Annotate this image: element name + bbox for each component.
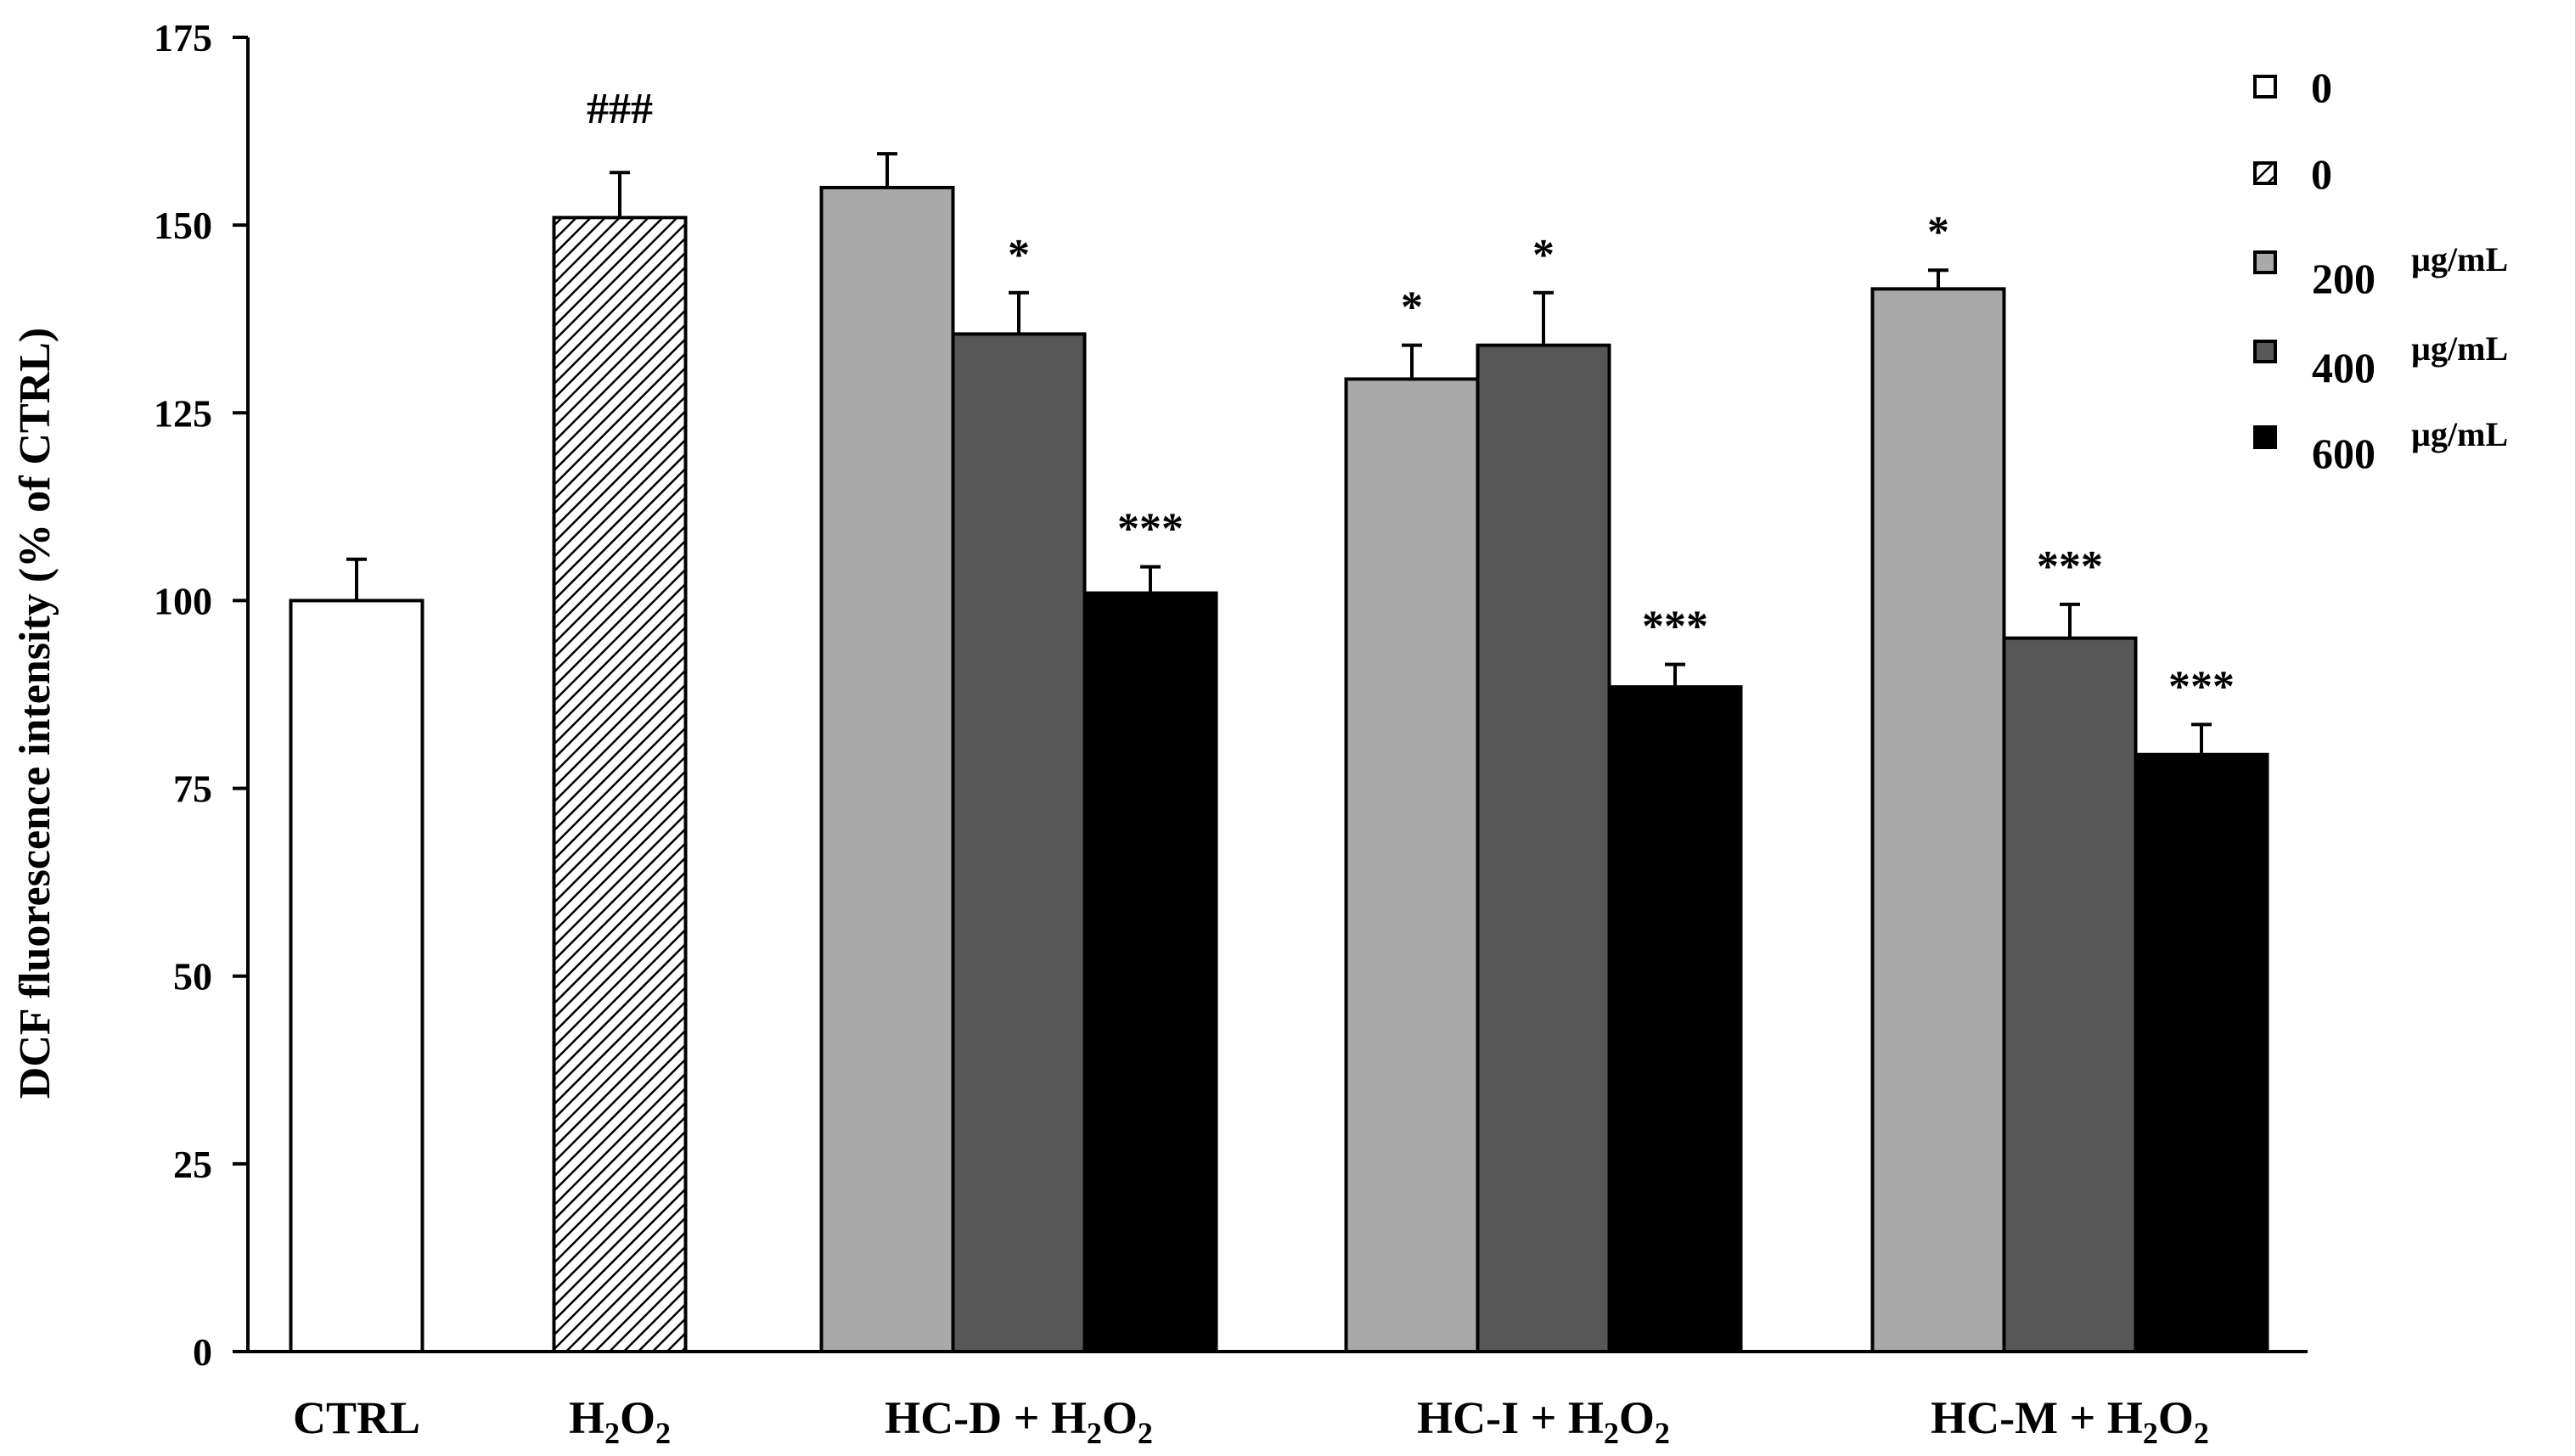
y-tick-label: 0 <box>193 1330 212 1374</box>
y-tick-label: 175 <box>154 16 212 59</box>
legend-swatch <box>2253 75 2277 98</box>
legend-unit: µg/mL <box>2411 329 2508 368</box>
legend-label: 400 <box>2312 344 2375 391</box>
bar <box>1476 343 1611 1353</box>
significance-marker: *** <box>1642 603 1708 651</box>
significance-marker: *** <box>2168 662 2235 711</box>
bar <box>2002 636 2138 1353</box>
significance-marker: * <box>1927 208 1949 256</box>
significance-marker: * <box>1008 231 1030 279</box>
x-category-label: HC-M + H2O2 <box>1931 1392 2209 1450</box>
significance-marker: * <box>1532 231 1555 279</box>
bar <box>2134 752 2269 1353</box>
significance-marker: *** <box>2037 542 2103 591</box>
bar <box>552 216 688 1354</box>
bar <box>1344 377 1480 1354</box>
legend-swatch <box>2253 161 2277 185</box>
legend-label: 600 <box>2312 430 2375 477</box>
y-tick-label: 50 <box>173 955 212 998</box>
legend-swatch <box>2253 425 2277 449</box>
y-tick-label: 150 <box>154 204 212 247</box>
bar <box>289 599 424 1353</box>
x-category-label: HC-I + H2O2 <box>1417 1392 1670 1450</box>
legend-label: 0 <box>2311 150 2332 198</box>
x-category-label: H2O2 <box>569 1392 671 1450</box>
y-tick-label: 25 <box>173 1143 212 1186</box>
legend-unit: µg/mL <box>2411 240 2508 278</box>
bar <box>819 185 955 1353</box>
x-category-label: HC-D + H2O2 <box>885 1392 1153 1450</box>
y-tick-label: 100 <box>154 579 212 622</box>
significance-marker: *** <box>1117 505 1183 554</box>
legend: 0 0 200 µg/mL 400 µg/mL 600 µg/mL <box>2253 64 2508 477</box>
significance-marker: * <box>1401 284 1423 332</box>
legend-swatch <box>2253 250 2277 274</box>
bar <box>1870 287 2006 1353</box>
bars: ###**************** <box>289 85 2269 1354</box>
bar <box>951 332 1087 1353</box>
legend-unit: µg/mL <box>2411 415 2508 453</box>
y-axis: 0 25 50 75 100 125 150 175 <box>154 16 250 1374</box>
legend-swatch <box>2253 340 2277 363</box>
significance-marker: ### <box>587 85 653 133</box>
bar <box>1082 591 1218 1353</box>
legend-label: 200 <box>2312 255 2375 302</box>
x-category-label: CTRL <box>293 1392 420 1443</box>
y-tick-label: 125 <box>154 391 212 435</box>
y-tick-label: 75 <box>173 767 212 811</box>
legend-label: 0 <box>2311 64 2332 111</box>
y-axis-label: DCF fluorescence intensity (% of CTRL) <box>11 328 59 1099</box>
bar <box>1607 685 1743 1353</box>
x-axis: CTRL H2O2 HC-D + H2O2 HC-I + H2O2 HC-M + H2O… <box>248 1350 2308 1450</box>
